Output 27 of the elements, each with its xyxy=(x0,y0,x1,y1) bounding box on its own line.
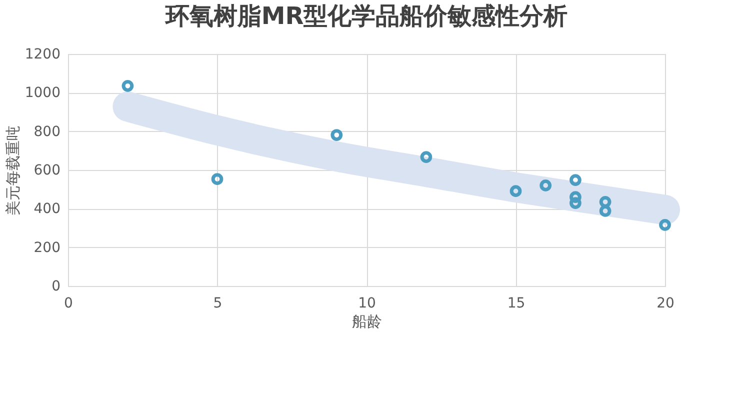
point xyxy=(570,197,582,209)
point xyxy=(211,173,224,186)
point xyxy=(570,174,582,186)
x-axis-title: 船龄 xyxy=(352,312,382,330)
x-tick-label: 0 xyxy=(64,296,73,312)
point xyxy=(510,185,522,197)
point xyxy=(570,191,582,203)
y-tick-label: 400 xyxy=(34,201,60,218)
point xyxy=(122,80,134,92)
y-tick-label: 0 xyxy=(52,278,60,294)
point xyxy=(330,129,343,141)
x-tick-label: 10 xyxy=(358,296,376,312)
point xyxy=(540,180,552,192)
y-tick-label: 1000 xyxy=(24,85,60,102)
y-tick-label: 1200 xyxy=(24,46,60,62)
x-tick-label: 5 xyxy=(213,296,222,312)
y-tick-label: 600 xyxy=(34,162,60,178)
x-tick-label: 15 xyxy=(507,296,526,312)
x-tick-label: 20 xyxy=(656,296,674,312)
y-axis-title: 美元每载重吨 xyxy=(4,126,22,216)
point xyxy=(659,218,671,231)
chart-title: 环氧树脂MR型化学品船价敏感性分析 xyxy=(164,2,568,30)
point xyxy=(420,151,432,163)
y-tick-label: 200 xyxy=(34,240,60,256)
point xyxy=(599,196,612,208)
point xyxy=(599,205,612,217)
y-tick-label: 800 xyxy=(34,124,60,140)
